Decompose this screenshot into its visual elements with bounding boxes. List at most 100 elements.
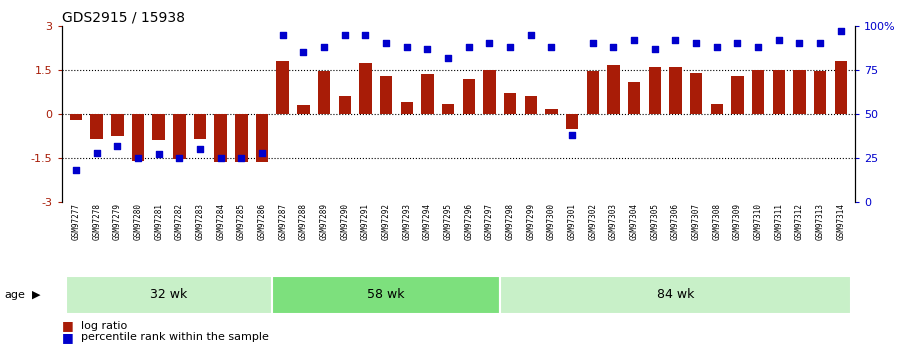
Point — [751, 44, 766, 50]
Text: GSM97294: GSM97294 — [423, 203, 432, 240]
Point — [110, 143, 125, 148]
Point — [338, 32, 352, 38]
Bar — [793, 70, 805, 114]
Point — [730, 41, 745, 46]
Text: GSM97303: GSM97303 — [609, 203, 618, 240]
Text: GSM97298: GSM97298 — [506, 203, 515, 240]
Text: GSM97297: GSM97297 — [485, 203, 494, 240]
Point — [523, 32, 538, 38]
Text: ■: ■ — [62, 319, 73, 333]
Point — [647, 46, 662, 51]
Text: GSM97314: GSM97314 — [836, 203, 845, 240]
Point — [317, 44, 331, 50]
Bar — [277, 61, 289, 114]
Bar — [566, 114, 578, 129]
Text: GSM97279: GSM97279 — [113, 203, 122, 240]
FancyBboxPatch shape — [66, 276, 272, 314]
Bar — [607, 66, 620, 114]
Bar — [132, 114, 144, 161]
Text: GSM97295: GSM97295 — [443, 203, 452, 240]
Text: GSM97280: GSM97280 — [134, 203, 142, 240]
Text: 32 wk: 32 wk — [150, 288, 187, 302]
Bar — [256, 114, 268, 162]
Point — [503, 44, 518, 50]
Text: GSM97304: GSM97304 — [630, 203, 639, 240]
Point — [193, 146, 207, 152]
Bar — [318, 71, 330, 114]
Bar — [173, 114, 186, 159]
Bar — [773, 70, 785, 114]
Point — [214, 155, 228, 161]
Text: GSM97292: GSM97292 — [382, 203, 391, 240]
Point — [792, 41, 806, 46]
Text: GSM97308: GSM97308 — [712, 203, 721, 240]
Point — [296, 49, 310, 55]
Text: GSM97288: GSM97288 — [299, 203, 308, 240]
Bar — [690, 73, 702, 114]
Bar — [152, 114, 165, 140]
Text: GSM97281: GSM97281 — [154, 203, 163, 240]
FancyBboxPatch shape — [500, 276, 851, 314]
Text: GSM97278: GSM97278 — [92, 203, 101, 240]
Text: GSM97282: GSM97282 — [175, 203, 184, 240]
Text: GSM97312: GSM97312 — [795, 203, 804, 240]
Point — [399, 44, 414, 50]
Bar — [462, 79, 475, 114]
Text: GSM97277: GSM97277 — [71, 203, 81, 240]
Text: 58 wk: 58 wk — [367, 288, 405, 302]
Bar — [504, 93, 516, 114]
Bar — [214, 114, 227, 162]
Point — [586, 41, 600, 46]
Point — [379, 41, 394, 46]
Bar — [669, 67, 681, 114]
Point — [462, 44, 476, 50]
Point — [441, 55, 455, 60]
Text: GSM97296: GSM97296 — [464, 203, 473, 240]
Text: ■: ■ — [62, 331, 73, 344]
Text: GSM97310: GSM97310 — [754, 203, 763, 240]
Point — [834, 28, 848, 34]
Text: GSM97311: GSM97311 — [775, 203, 783, 240]
Text: ▶: ▶ — [32, 290, 40, 300]
Text: GSM97290: GSM97290 — [340, 203, 349, 240]
Point — [234, 155, 249, 161]
Bar — [90, 114, 103, 139]
Point — [255, 150, 270, 155]
Text: GSM97287: GSM97287 — [278, 203, 287, 240]
Point — [544, 44, 558, 50]
Bar — [70, 114, 82, 120]
Bar — [628, 82, 640, 114]
Text: GSM97289: GSM97289 — [319, 203, 329, 240]
Bar — [731, 76, 744, 114]
Point — [771, 37, 786, 43]
Point — [275, 32, 290, 38]
Point — [668, 37, 682, 43]
Point — [69, 167, 83, 173]
Bar — [194, 114, 206, 139]
Bar — [525, 96, 537, 114]
Point — [151, 151, 166, 157]
Text: GSM97284: GSM97284 — [216, 203, 225, 240]
Bar — [710, 104, 723, 114]
Bar — [401, 102, 413, 114]
Point — [172, 155, 186, 161]
Text: log ratio: log ratio — [81, 321, 128, 331]
Point — [689, 41, 703, 46]
Text: age: age — [5, 290, 25, 300]
Text: GSM97305: GSM97305 — [650, 203, 659, 240]
Bar — [545, 109, 557, 114]
Text: GSM97286: GSM97286 — [258, 203, 267, 240]
Point — [606, 44, 621, 50]
Bar — [111, 114, 124, 136]
Bar — [442, 104, 454, 114]
Bar — [421, 74, 433, 114]
Bar — [586, 71, 599, 114]
Point — [131, 155, 146, 161]
Point — [627, 37, 642, 43]
Text: GSM97302: GSM97302 — [588, 203, 597, 240]
Text: GSM97300: GSM97300 — [547, 203, 556, 240]
Bar — [380, 76, 392, 114]
Text: 84 wk: 84 wk — [657, 288, 694, 302]
Point — [813, 41, 827, 46]
Text: GSM97291: GSM97291 — [361, 203, 370, 240]
